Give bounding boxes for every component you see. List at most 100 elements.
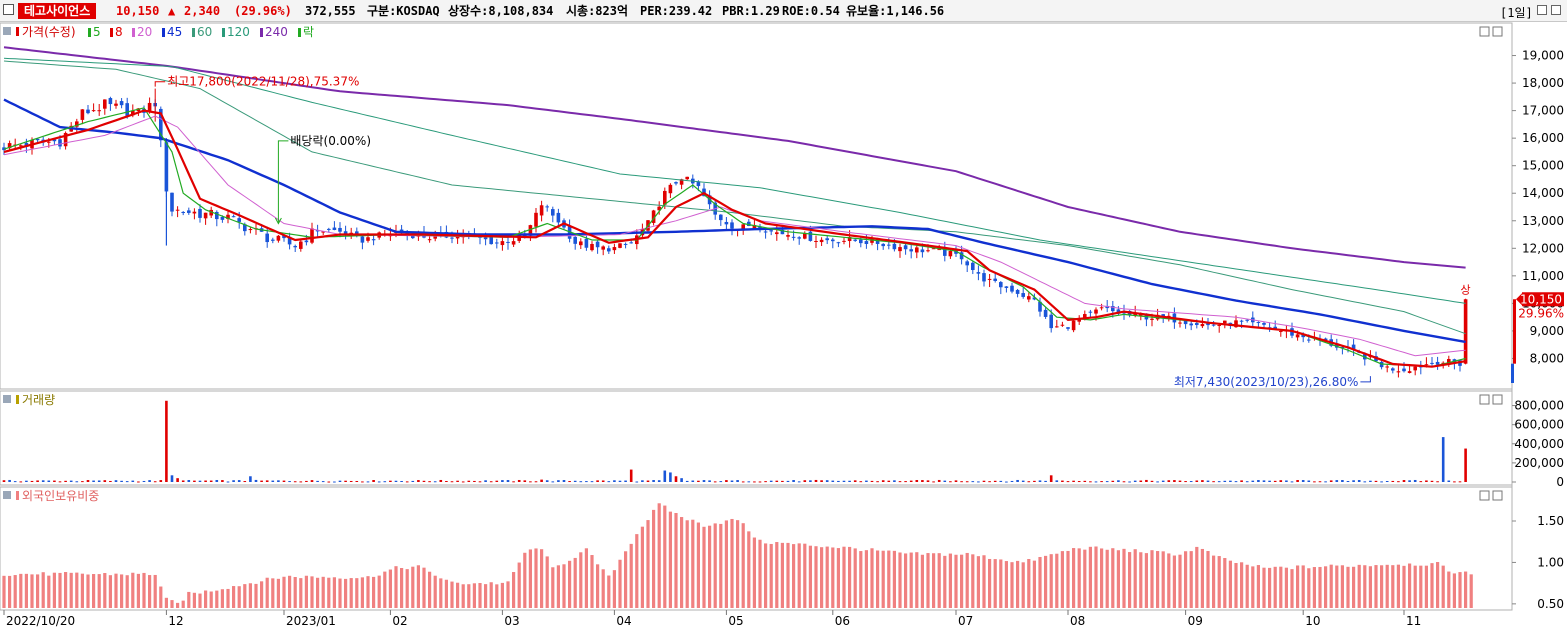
panel-minimize-icon[interactable] [1479,394,1490,405]
foreign-bar [926,553,930,608]
foreign-bar [1430,563,1434,608]
foreign-bar [814,546,818,608]
candle [819,239,824,243]
foreign-bar [708,525,712,608]
candle [1323,338,1328,341]
volume-bar [769,480,773,482]
candle [215,211,219,220]
candle [1351,344,1356,350]
candle [959,252,964,260]
volume-bar [265,480,269,482]
candle [1273,326,1277,330]
volume-bar [1346,480,1350,482]
volume-bar [361,481,364,483]
foreign-bar [769,543,773,608]
candle [75,121,79,127]
select-checkbox[interactable] [3,4,14,15]
legend-ex: 락 [303,25,314,39]
candle [741,224,745,231]
foreign-bar [1077,548,1081,608]
close-icon[interactable] [1551,5,1561,15]
foreign-bar [1441,565,1445,608]
foreign-bar [400,568,404,608]
legend-ma-5: 5 [93,25,101,39]
y-tick-label: 12,000 [1522,241,1564,255]
candle [539,205,544,216]
panel-menu-icon[interactable] [3,491,11,499]
volume-bar [394,480,398,482]
y-tick-label: 1.50 [1537,514,1564,528]
volume-bar [1133,480,1137,482]
foreign-bar [691,519,695,608]
foreign-bar [1032,560,1036,608]
foreign-bar [1088,546,1092,608]
maximize-icon[interactable] [1537,5,1547,15]
candle [551,209,555,216]
foreign-bar [764,543,768,608]
foreign-bar [1352,566,1356,608]
foreign-bar [808,545,812,608]
foreign-bar [831,547,835,608]
volume-bar [501,480,504,482]
stock-name[interactable]: 테고사이언스 [18,3,97,19]
foreign-bar [428,571,432,608]
foreign-bar [209,591,213,608]
foreign-bar [1010,562,1014,608]
volume-bar [187,480,191,482]
volume-bar [456,480,459,482]
volume-bar [1262,480,1266,482]
foreign-bar [1217,556,1221,608]
foreign-bar [1094,546,1098,608]
foreign-bar [327,577,331,608]
volume-bar [837,480,840,482]
foreign-bar [1223,558,1227,608]
foreign-bar [859,551,863,608]
legend-swatch [260,28,263,37]
x-tick-label: 10 [1305,614,1320,628]
x-tick-label: 06 [835,614,850,628]
foreign-bar [976,556,980,608]
foreign-bar [1296,565,1300,608]
panel-minimize-icon[interactable] [1479,490,1490,501]
volume-bar [982,480,986,482]
foreign-bar [248,583,252,608]
volume-bar [853,480,857,482]
foreign-bar [439,578,443,608]
foreign-bar [551,567,555,608]
volume-bar [820,480,823,482]
panel-minimize-icon[interactable] [1479,26,1490,37]
volume-bar [965,481,969,483]
y-tick-label: 17,000 [1522,104,1564,118]
panel-close-icon[interactable] [1492,394,1503,405]
candle [338,227,342,232]
panel-menu-icon[interactable] [3,395,11,403]
foreign-bar [1284,567,1288,608]
y-tick-label: 400,000 [1514,437,1564,451]
legend-swatch [110,28,113,37]
x-tick-label: 09 [1188,614,1203,628]
candle [1200,324,1205,327]
volume-bar [792,480,795,482]
candle [1295,334,1300,338]
panel-close-icon[interactable] [1492,490,1503,501]
foreign-bar [405,569,409,608]
volume-bar [1369,480,1372,482]
foreign-bar [1368,566,1372,608]
period-selector[interactable]: [1일] [1500,6,1533,20]
foreign-bar [848,546,852,608]
foreign-bar [657,503,661,608]
candle [926,250,930,252]
foreign-bar [75,572,79,608]
candle [931,248,936,250]
volume-bar [1145,479,1148,482]
volume-bar [1212,481,1215,483]
volume-bar [1111,480,1115,482]
candle [192,211,197,214]
candle [1385,366,1389,368]
foreign-bar [1228,560,1232,608]
candle [847,237,852,242]
panel-close-icon[interactable] [1492,26,1503,37]
volume-bar [13,481,17,483]
panel-menu-icon[interactable] [3,27,11,35]
volume-bar [349,480,353,482]
